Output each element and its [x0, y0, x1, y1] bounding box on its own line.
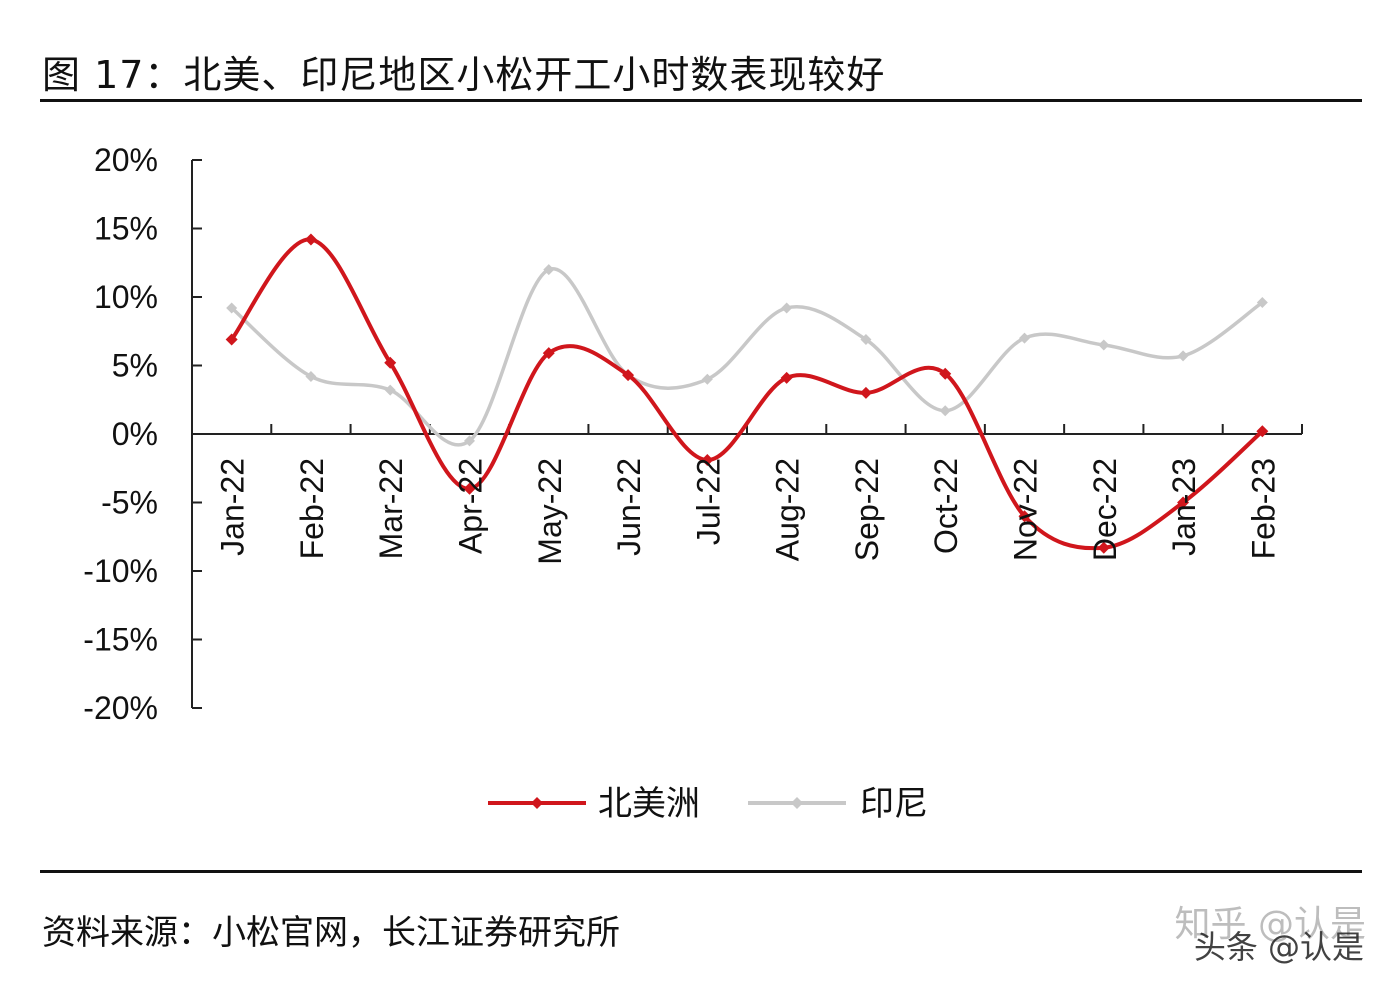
data-point-north-america [859, 386, 872, 399]
x-tick-label: Jan-23 [1166, 458, 1202, 556]
y-tick-label: -15% [83, 622, 158, 658]
data-point-north-america [1097, 541, 1110, 554]
data-point-north-america [384, 356, 397, 369]
data-point-indonesia [939, 405, 951, 417]
x-tick-label: Nov-22 [1008, 458, 1044, 561]
chart-legend: 北美洲 印尼 [488, 784, 928, 824]
data-point-indonesia [781, 302, 793, 314]
y-tick-label: 10% [94, 279, 158, 315]
data-point-indonesia [543, 264, 555, 276]
x-tick-label: Feb-23 [1245, 458, 1281, 559]
x-tick-label: May-22 [532, 458, 568, 565]
legend-item-north-america: 北美洲 [488, 784, 700, 824]
data-point-north-america [1018, 510, 1031, 523]
x-tick-label: Aug-22 [770, 458, 806, 561]
y-tick-label: 15% [94, 211, 158, 247]
y-tick-label: 0% [112, 416, 158, 452]
legend-label: 北美洲 [598, 784, 700, 824]
y-tick-label: -10% [83, 553, 158, 589]
x-axis-labels: Jan-22 Feb-22 Mar-22 Apr-22 May-22 Jun-22 Jul-… [215, 458, 1282, 565]
x-tick-label: Dec-22 [1087, 458, 1123, 561]
line-chart: 20% 15% 10% 5% 0% -5% -10% -15% -20% Jan-22 Feb-2… [83, 142, 1303, 824]
data-point-indonesia [384, 384, 396, 396]
y-tick-label: -5% [101, 485, 158, 521]
data-point-indonesia [1256, 296, 1268, 308]
source-note: 资料来源：小松官网，长江证券研究所 [42, 913, 620, 953]
legend-swatch-marker [531, 797, 543, 809]
data-point-north-america [225, 333, 238, 346]
data-point-north-america [780, 371, 793, 384]
data-point-indonesia [1177, 350, 1189, 362]
figure-title: 图 17：北美、印尼地区小松开工小时数表现较好 [42, 53, 886, 97]
x-tick-label: Oct-22 [928, 458, 964, 554]
chart-series [225, 233, 1269, 554]
x-tick-label: Apr-22 [453, 458, 489, 554]
series-north-america [225, 233, 1269, 554]
data-point-indonesia [1019, 332, 1030, 344]
data-point-north-america [542, 347, 555, 360]
x-tick-label: Sep-22 [849, 458, 885, 561]
x-tick-label: Jun-22 [611, 458, 647, 556]
data-point-north-america [701, 454, 714, 467]
x-tick-label: Mar-22 [373, 458, 409, 559]
data-point-north-america [1256, 425, 1269, 438]
series-line-indonesia [230, 267, 1264, 447]
x-tick-label: Feb-22 [294, 458, 330, 559]
data-point-indonesia [464, 435, 475, 447]
data-point-north-america [304, 233, 317, 246]
y-tick-label: -20% [83, 690, 158, 726]
bottom-rule [40, 870, 1362, 873]
watermark-zhihu: 知乎 @认是 [1174, 904, 1366, 945]
legend-item-indonesia: 印尼 [748, 784, 928, 824]
legend-swatch-marker [791, 797, 803, 809]
top-rule [40, 99, 1362, 102]
data-point-north-america [622, 369, 635, 382]
data-point-indonesia [1098, 339, 1110, 351]
data-point-indonesia [226, 302, 238, 314]
legend-label: 印尼 [860, 784, 928, 824]
watermark-toutiao: 头条 @认是 [1193, 928, 1364, 966]
data-point-indonesia [305, 370, 317, 382]
data-point-north-america [939, 367, 952, 380]
data-point-north-america [463, 482, 476, 495]
y-tick-label: 5% [112, 348, 158, 384]
data-point-indonesia [860, 333, 872, 345]
x-tick-label: Jul-22 [690, 458, 726, 545]
chart-axes: 20% 15% 10% 5% 0% -5% -10% -15% -20% [83, 142, 1303, 726]
data-point-indonesia [701, 373, 713, 385]
y-tick-label: 20% [94, 142, 158, 178]
series-indonesia [226, 264, 1268, 447]
data-point-north-america [1177, 496, 1190, 509]
x-tick-label: Jan-22 [215, 458, 251, 556]
